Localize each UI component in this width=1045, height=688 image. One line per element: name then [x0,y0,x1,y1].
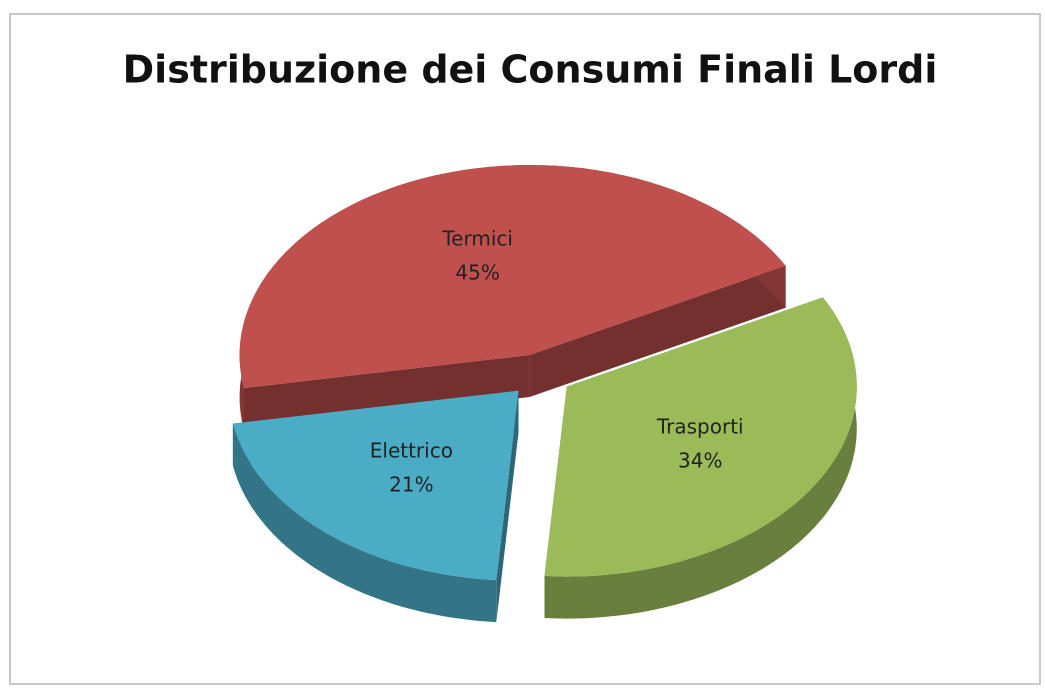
slice-value-label: 34% [678,448,722,472]
slice-label: Termici [441,227,513,251]
slice-value-label: 21% [389,473,433,497]
slice-side [496,390,519,623]
chart-title: Distribuzione dei Consumi Finali Lordi [123,48,938,92]
slice: Termici 45% [239,165,786,430]
slice: Trasporti 34% [544,297,857,619]
slice-side [244,355,530,430]
slice-side [232,423,497,623]
pie: Termici 45% Trasporti 34% Elettrico 21% [232,165,857,623]
slice [544,297,857,577]
slice-label: Trasporti [656,414,744,438]
slice: Elettrico 21% [232,390,519,623]
slice-label: Elettrico [370,439,453,463]
slice [232,390,519,581]
slice-value-label: 45% [455,261,499,285]
slice-side [529,265,786,397]
slice-side [544,297,857,619]
slice [239,165,786,388]
